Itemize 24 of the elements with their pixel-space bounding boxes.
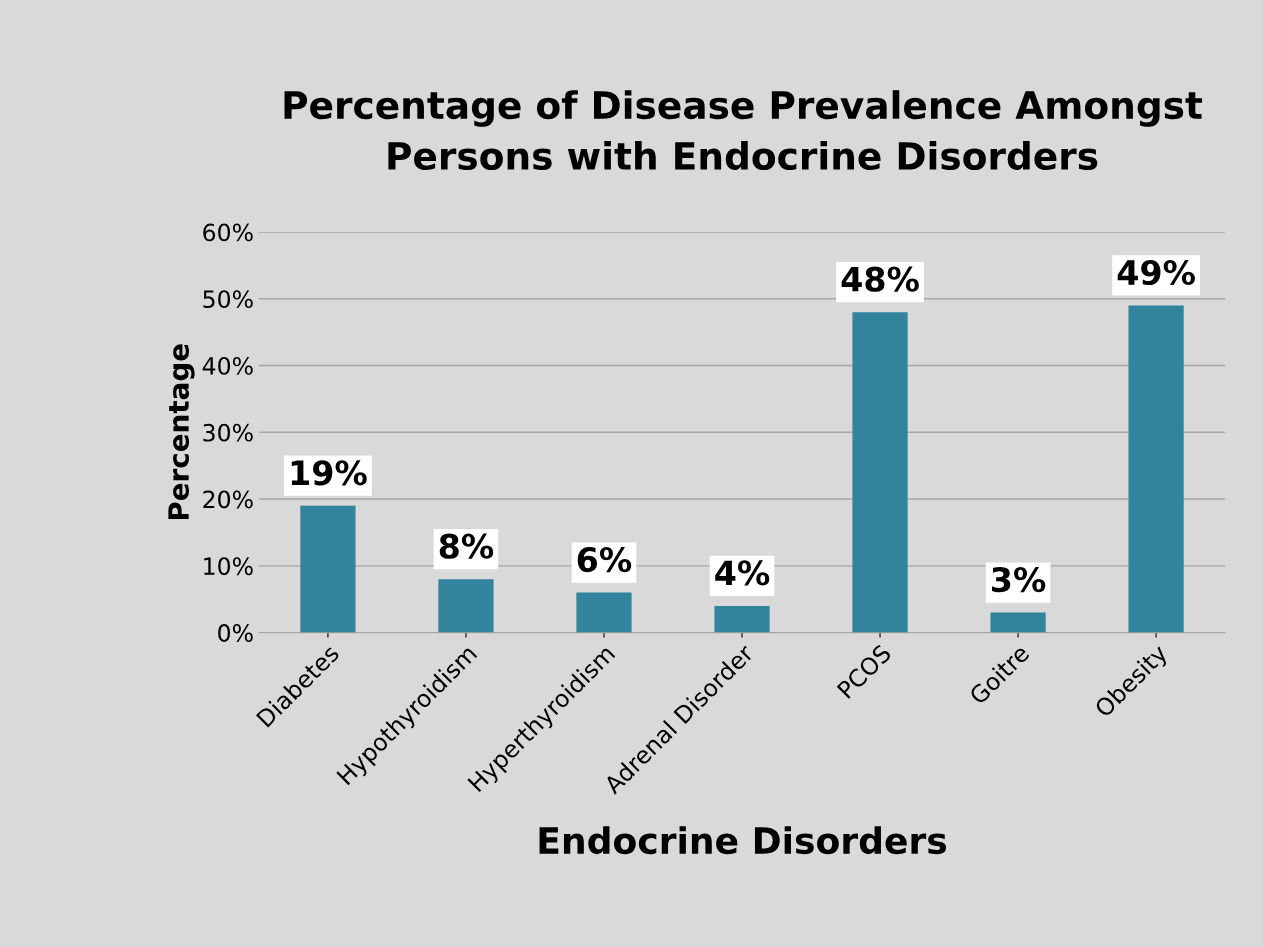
y-tick-label: 60% — [203, 223, 253, 242]
bar — [1128, 305, 1184, 633]
bar — [990, 612, 1046, 633]
y-tick-label: 10% — [204, 557, 253, 576]
y-tick-label: 0% — [218, 624, 253, 642]
data-label: 48% — [841, 266, 919, 292]
y-axis-title: Percentage — [168, 344, 195, 520]
data-label: 6% — [577, 546, 632, 573]
y-tick-label: 30% — [203, 423, 253, 442]
y-tick-label: 50% — [203, 290, 253, 309]
bar — [852, 312, 908, 633]
data-label: 8% — [439, 533, 494, 559]
bar — [576, 592, 632, 633]
data-label: 3% — [992, 567, 1046, 593]
bar — [300, 505, 356, 633]
y-tick-label: 40% — [202, 356, 253, 375]
data-label: 4% — [715, 560, 770, 586]
data-label: 49% — [1117, 259, 1195, 286]
y-tick-label: 20% — [203, 490, 253, 509]
bar — [438, 579, 494, 633]
x-axis-title: Endocrine Disorders — [539, 826, 947, 855]
chart-title: Percentage of Disease Prevalence Amongst Persons with Endocrine Disorders — [284, 90, 1203, 171]
bar — [714, 605, 770, 633]
data-label: 19% — [291, 460, 367, 486]
